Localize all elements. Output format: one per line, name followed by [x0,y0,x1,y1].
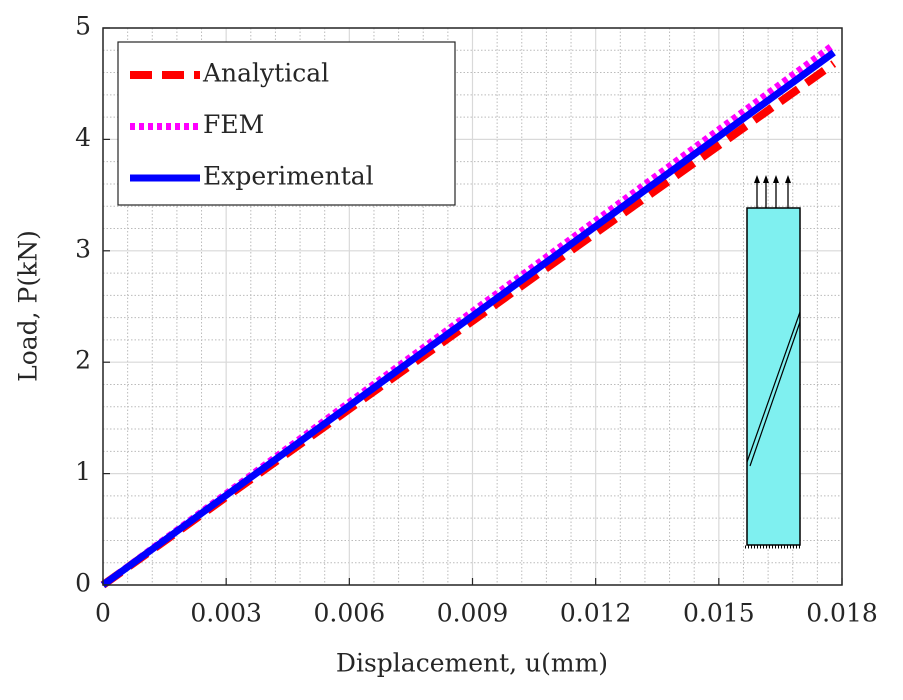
y-tick-label: 2 [75,346,91,375]
x-tick-label: 0 [95,599,111,628]
x-tick-label: 0.012 [560,599,632,628]
x-axis-label: Displacement, u(mm) [336,649,608,678]
y-tick-label: 0 [75,569,91,598]
crack [749,321,801,467]
series-line [100,49,836,588]
y-tick-label: 5 [75,12,91,41]
inset-diagram [745,175,802,549]
y-tick-label: 3 [75,234,91,263]
legend-label: Analytical [202,59,329,88]
load-arrows [756,180,789,208]
x-tick-label: 0.018 [806,599,878,628]
x-tick-label: 0.009 [437,599,509,628]
arrow-heads [754,175,791,183]
series-line [100,60,837,589]
legend-label: FEM [203,110,264,139]
legend-label: Experimental [203,162,374,191]
crack [746,311,801,463]
y-axis-label: Load, P(kN) [14,230,43,382]
specimen [746,207,801,546]
x-tick-label: 0.015 [683,599,755,628]
y-tick-label: 1 [75,457,91,486]
plot-data [100,41,837,589]
x-tick-label: 0.006 [314,599,386,628]
legend: Analytical FEM Experimental [117,41,456,206]
y-tick-label: 4 [75,123,91,152]
x-tick-label: 0.003 [190,599,262,628]
